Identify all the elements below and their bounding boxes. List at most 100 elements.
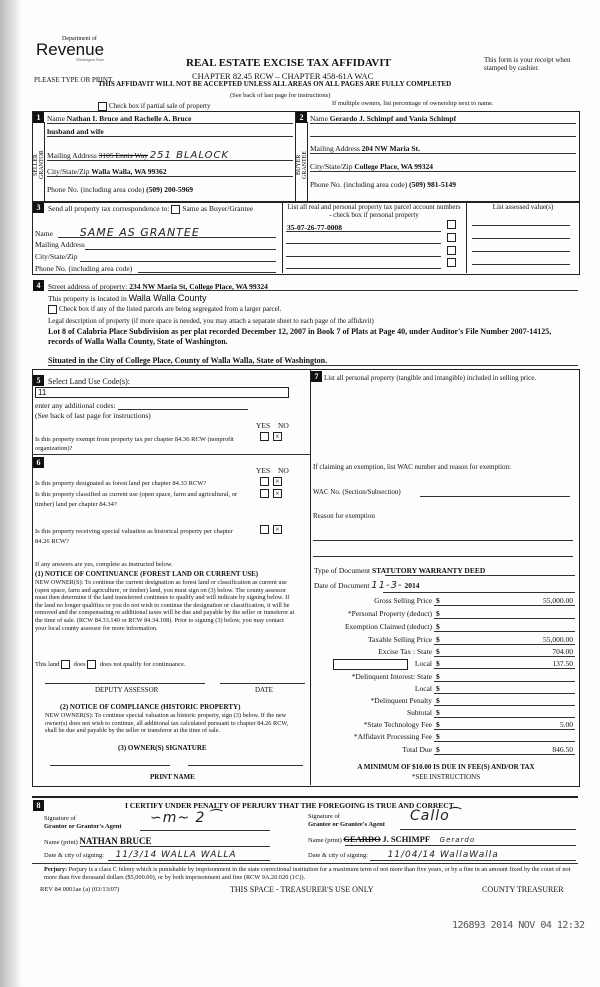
fee-label: *Personal Property (deduct) bbox=[347, 609, 432, 618]
personal-property-checkbox[interactable] bbox=[447, 219, 456, 229]
exempt-yes-checkbox[interactable] bbox=[260, 431, 269, 441]
dollar-sign: $ bbox=[436, 672, 440, 681]
receipt-note: This form is your receipt when stamped b… bbox=[484, 56, 571, 72]
segregated-label: Check box if any of the listed parcels a… bbox=[59, 305, 282, 314]
same-as-buyer-checkbox[interactable] bbox=[171, 204, 181, 214]
grantee-date-city[interactable]: 11/04/14 WallaWalla bbox=[387, 850, 499, 860]
current-use-no-checkbox[interactable]: × bbox=[272, 488, 282, 498]
grantor-signature[interactable]: ∽m~ 2 ⁀ bbox=[150, 810, 224, 826]
fee-label: Local bbox=[414, 659, 432, 668]
buyer-label: BUYER GRANTEE bbox=[296, 151, 308, 179]
additional-codes-input[interactable] bbox=[118, 409, 248, 410]
segregated-checkbox[interactable] bbox=[48, 305, 57, 314]
current-use-yes-checkbox[interactable] bbox=[260, 488, 269, 498]
land-use-select[interactable]: 11 bbox=[35, 387, 289, 398]
seller-name[interactable]: Nathan I. Bruce and Rachelle A. Bruce bbox=[66, 114, 192, 123]
historic-yes-checkbox[interactable] bbox=[260, 524, 269, 534]
buyer-name[interactable]: Gerardo J. Schimpf and Vania Schimpf bbox=[329, 114, 457, 123]
seller-name-2[interactable]: husband and wife bbox=[47, 127, 104, 136]
multiple-owners: If multiple owners, list percentage of o… bbox=[332, 100, 494, 107]
s3-name[interactable]: SAME AS GRANTEE bbox=[79, 226, 200, 239]
grantor-date-label: Date & city of signing: bbox=[44, 852, 104, 859]
dollar-sign: $ bbox=[436, 696, 440, 705]
if-yes-note: If any answers are yes, complete as inst… bbox=[35, 561, 173, 568]
forest-no-checkbox[interactable]: × bbox=[272, 476, 282, 486]
additional-codes-label: enter any additional codes: bbox=[35, 401, 116, 410]
fee-value[interactable]: 5.00 bbox=[559, 720, 573, 729]
certify-statement: I CERTIFY UNDER PENALTY OF PERJURY THAT … bbox=[125, 801, 456, 810]
exempt-no-checkbox[interactable]: × bbox=[272, 431, 282, 441]
seller-city[interactable]: Walla Walla, WA 99362 bbox=[91, 167, 167, 176]
does-not-checkbox[interactable] bbox=[87, 660, 97, 669]
doc-date-year[interactable]: 2014 bbox=[404, 581, 420, 590]
s5-see-back: (See back of last page for instructions) bbox=[35, 411, 151, 420]
reason-label: Reason for exemption bbox=[313, 512, 375, 520]
grantee-name[interactable]: J. SCHIMPF bbox=[382, 834, 431, 844]
street-address[interactable]: 234 NW Maria St, College Place, WA 99324 bbox=[129, 282, 268, 291]
seller-mail-label: Mailing Address bbox=[47, 151, 97, 160]
buyer-mail[interactable]: 204 NW Maria St. bbox=[361, 144, 420, 153]
personal-property-checkbox[interactable] bbox=[447, 232, 456, 242]
fee-label: *Affidavit Processing Fee bbox=[353, 732, 432, 741]
fee-value[interactable]: 55,000.00 bbox=[543, 596, 573, 605]
buyer-name-label: Name bbox=[310, 114, 328, 123]
dollar-sign: $ bbox=[436, 684, 440, 693]
wac-input[interactable] bbox=[420, 496, 570, 497]
seller-phone[interactable]: (509) 200-5969 bbox=[146, 185, 194, 194]
notice-compliance-text: NEW OWNER(S): To continue special valuat… bbox=[45, 712, 289, 735]
fee-value[interactable]: 55,000.00 bbox=[543, 635, 573, 644]
doc-date-label: Date of Document bbox=[314, 581, 370, 590]
partial-sale-checkbox[interactable] bbox=[98, 102, 107, 111]
grantee-name-struck: GEARDO bbox=[343, 834, 381, 844]
local-code-box[interactable] bbox=[333, 659, 408, 670]
historic-no-checkbox[interactable]: × bbox=[272, 524, 282, 534]
section-3-box bbox=[32, 201, 580, 275]
seller-mail[interactable]: 251 BLALOCK bbox=[149, 150, 230, 161]
historic-question: Is this property receiving special valua… bbox=[35, 528, 233, 545]
owner-signature-line[interactable] bbox=[50, 765, 170, 766]
buyer-mail-label: Mailing Address bbox=[310, 144, 360, 153]
personal-property-checkbox[interactable] bbox=[447, 245, 456, 255]
does-checkbox[interactable] bbox=[61, 660, 70, 669]
fee-value[interactable]: 846.50 bbox=[552, 745, 573, 754]
doc-type-label: Type of Document bbox=[314, 566, 371, 575]
parcel-number[interactable]: 35-07-26-77-0008 bbox=[287, 223, 342, 232]
forest-question: Is this property designated as forest la… bbox=[35, 480, 207, 487]
doc-date-hand[interactable]: 11-3- bbox=[371, 580, 403, 591]
forest-yes-checkbox[interactable] bbox=[260, 476, 269, 486]
grantor-name[interactable]: NATHAN BRUCE bbox=[79, 836, 152, 846]
seller-phone-label: Phone No. (including area code) bbox=[47, 185, 145, 194]
buyer-city[interactable]: College Place, WA 99324 bbox=[354, 162, 433, 171]
fee-label: Exemption Claimed (deduct) bbox=[344, 622, 432, 631]
exempt-question: Is this property exempt from property ta… bbox=[35, 436, 234, 452]
grantee-name-correction: Gerardo bbox=[439, 836, 476, 844]
partial-sale[interactable]: Check box if partial sale of property bbox=[98, 102, 210, 111]
same-as-buyer-label: Same as Buyer/Grantee bbox=[182, 204, 254, 213]
seller-name-label: Name bbox=[47, 114, 65, 123]
fee-label: *Delinquent Interest: State bbox=[351, 672, 432, 681]
perjury-label: Perjury: bbox=[44, 866, 68, 873]
send-to-label: Send all property tax correspondence to: bbox=[48, 204, 170, 213]
parcel-header: List all real and personal property tax … bbox=[287, 203, 461, 219]
grantee-name-label: Name (print) bbox=[308, 837, 342, 844]
see-back: (See back of last page for instructions) bbox=[230, 92, 331, 99]
dollar-sign: $ bbox=[436, 720, 440, 729]
legal-description[interactable]: Lot 8 of Calabria Place Subdivision as p… bbox=[48, 327, 552, 346]
s3-city-label: City/State/Zip bbox=[35, 252, 78, 261]
treasurer-space: THIS SPACE - TREASURER'S USE ONLY bbox=[230, 885, 374, 894]
notice-compliance-title: (2) NOTICE OF COMPLIANCE (HISTORIC PROPE… bbox=[60, 703, 241, 711]
personal-property-checkbox[interactable] bbox=[447, 257, 456, 267]
grantee-signature[interactable]: Callo⁀ bbox=[410, 808, 462, 824]
buyer-phone[interactable]: (509) 981-5149 bbox=[409, 180, 457, 189]
section-6-number: 6 bbox=[33, 457, 44, 468]
fee-value[interactable]: 704.00 bbox=[552, 647, 573, 656]
fee-value[interactable]: 137.50 bbox=[552, 659, 573, 668]
no-header: NO bbox=[278, 421, 289, 430]
section-2-number: 2 bbox=[296, 112, 307, 123]
doc-type[interactable]: STATUTORY WARRANTY DEED bbox=[372, 566, 486, 575]
grantor-date-city[interactable]: 11/3/14 WALLA WALLA bbox=[115, 850, 237, 860]
county[interactable]: Walla Walla County bbox=[128, 293, 207, 303]
form-revision: REV 84 0001ae (a) (03/13/07) bbox=[40, 886, 120, 893]
deputy-assessor: DEPUTY ASSESSOR bbox=[95, 686, 159, 694]
